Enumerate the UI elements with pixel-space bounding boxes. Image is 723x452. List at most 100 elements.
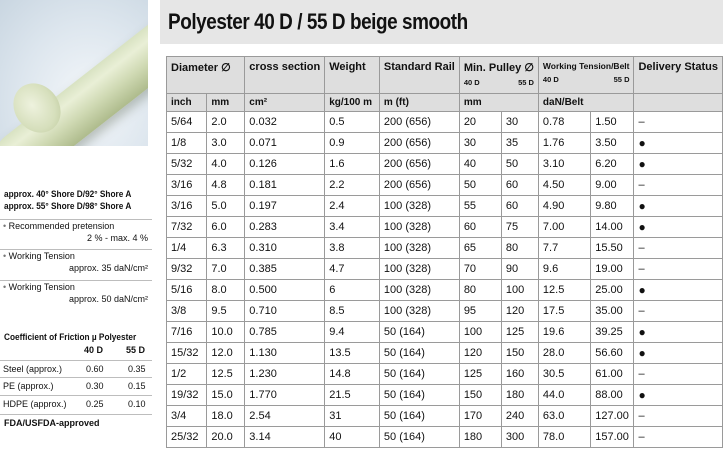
cell-cross-section: 0.785 <box>244 321 326 343</box>
header-delivery-status: Delivery Status <box>633 56 723 94</box>
cell-tension-40d: 28.0 <box>537 342 592 364</box>
cell-inch: 9/32 <box>165 258 208 280</box>
friction-header: 40 D 55 D <box>0 342 152 358</box>
sub-55d: 55 D <box>518 78 534 87</box>
cell-delivery-status: – <box>633 426 723 448</box>
cell-pulley-55d: 30 <box>500 111 539 133</box>
cell-pulley-40d: 80 <box>458 279 502 301</box>
table-units-row: inch mm cm² kg/100 m m (ft) mm daN/Belt <box>165 93 723 112</box>
cell-weight: 14.8 <box>324 363 380 385</box>
spec-table: Diameter ∅ cross section Weight Standard… <box>165 56 723 448</box>
cell-weight: 31 <box>324 405 380 427</box>
spec-item: Working Tension approx. 35 daN/cm² <box>0 249 152 274</box>
cell-delivery-status: ● <box>633 195 723 217</box>
cell-pulley-55d: 120 <box>500 300 539 322</box>
friction-col-55: 55 D <box>126 345 146 355</box>
spec-item: Recommended pretension 2 % - max. 4 % <box>0 219 152 244</box>
cell-pulley-55d: 150 <box>500 342 539 364</box>
cell-tension-40d: 17.5 <box>537 300 592 322</box>
spec-value: 2 % - max. 4 % <box>86 233 148 243</box>
cell-cross-section: 3.14 <box>244 426 326 448</box>
page-title: Polyester 40 D / 55 D beige smooth <box>168 9 468 34</box>
cell-mm: 10.0 <box>206 321 246 343</box>
cell-mm: 9.5 <box>206 300 246 322</box>
cell-pulley-55d: 60 <box>500 174 539 196</box>
cell-mm: 15.0 <box>206 384 246 406</box>
unit-rail: m (ft) <box>378 93 460 112</box>
cell-tension-40d: 9.6 <box>537 258 592 280</box>
cell-weight: 0.5 <box>324 111 380 133</box>
cell-tension-55d: 3.50 <box>590 132 635 154</box>
product-photo <box>0 0 148 146</box>
cell-inch: 3/4 <box>165 405 208 427</box>
cell-pulley-40d: 50 <box>458 174 502 196</box>
cell-standard-rail: 200 (656) <box>378 111 460 133</box>
cell-inch: 5/32 <box>165 153 208 175</box>
cell-pulley-40d: 40 <box>458 153 502 175</box>
table-row: 1/4 6.3 0.310 3.8 100 (328) 65 80 7.7 15.50– <box>165 237 723 259</box>
spec-label: Working Tension <box>0 281 152 293</box>
cell-tension-40d: 4.90 <box>537 195 592 217</box>
sub-40d: 40 D <box>463 78 480 87</box>
cell-delivery-status: – <box>633 111 723 133</box>
cell-cross-section: 0.197 <box>244 195 326 217</box>
cell-weight: 4.7 <box>324 258 380 280</box>
sub-55d: 55 D <box>613 75 630 84</box>
cell-pulley-55d: 50 <box>500 153 539 175</box>
cell-delivery-status: – <box>633 405 723 427</box>
cell-tension-40d: 12.5 <box>537 279 592 301</box>
spec-label: Working Tension <box>0 250 152 262</box>
cell-pulley-55d: 35 <box>500 132 539 154</box>
cell-weight: 40 <box>324 426 380 448</box>
cell-delivery-status: – <box>633 258 723 280</box>
cell-pulley-55d: 60 <box>500 195 539 217</box>
cell-tension-40d: 7.00 <box>537 216 592 238</box>
cell-delivery-status: – <box>633 300 723 322</box>
cell-pulley-40d: 55 <box>458 195 502 217</box>
friction-value-40: 0.60 <box>86 364 104 374</box>
unit-tension: daN/Belt <box>537 93 635 112</box>
cell-mm: 6.0 <box>206 216 246 238</box>
header-min-pulley-label: Min. Pulley ∅ <box>463 62 534 74</box>
cell-weight: 13.5 <box>324 342 380 364</box>
cell-tension-55d: 19.00 <box>590 258 635 280</box>
cell-pulley-55d: 90 <box>500 258 539 280</box>
cell-pulley-40d: 180 <box>458 426 502 448</box>
cell-tension-55d: 15.50 <box>590 237 635 259</box>
unit-weight: kg/100 m <box>324 93 380 112</box>
cell-weight: 21.5 <box>324 384 380 406</box>
cell-weight: 2.2 <box>324 174 380 196</box>
table-row: 9/32 7.0 0.385 4.7 100 (328) 70 90 9.6 19.00– <box>165 258 723 280</box>
header-diameter: Diameter ∅ <box>165 56 246 94</box>
cell-pulley-55d: 80 <box>500 237 539 259</box>
cell-tension-55d: 157.00 <box>590 426 635 448</box>
cell-cross-section: 1.770 <box>244 384 326 406</box>
cell-tension-40d: 44.0 <box>537 384 592 406</box>
cell-mm: 3.0 <box>206 132 246 154</box>
cell-delivery-status: ● <box>633 279 723 301</box>
cell-pulley-55d: 180 <box>500 384 539 406</box>
cell-weight: 8.5 <box>324 300 380 322</box>
unit-cross: cm² <box>244 93 326 112</box>
cell-cross-section: 0.710 <box>244 300 326 322</box>
cell-mm: 7.0 <box>206 258 246 280</box>
cell-mm: 6.3 <box>206 237 246 259</box>
cell-tension-40d: 7.7 <box>537 237 592 259</box>
cell-pulley-40d: 65 <box>458 237 502 259</box>
sub-40d: 40 D <box>542 75 559 84</box>
table-row: 15/32 12.0 1.130 13.5 50 (164) 120 150 28.0 56.6… <box>165 342 723 364</box>
friction-row: Steel (approx.) 0.60 0.35 <box>0 360 152 377</box>
header-standard-rail: Standard Rail <box>378 56 460 94</box>
table-row: 1/2 12.5 1.230 14.8 50 (164) 125 160 30.5 61.00– <box>165 363 723 385</box>
cell-tension-40d: 63.0 <box>537 405 592 427</box>
cell-inch: 1/2 <box>165 363 208 385</box>
cell-tension-55d: 25.00 <box>590 279 635 301</box>
cell-cross-section: 2.54 <box>244 405 326 427</box>
cell-cross-section: 0.385 <box>244 258 326 280</box>
table-header-row: Diameter ∅ cross section Weight Standard… <box>165 56 723 94</box>
spec-label: Recommended pretension <box>0 220 152 232</box>
cell-inch: 1/4 <box>165 237 208 259</box>
cell-pulley-55d: 125 <box>500 321 539 343</box>
cell-delivery-status: – <box>633 237 723 259</box>
cell-delivery-status: ● <box>633 342 723 364</box>
